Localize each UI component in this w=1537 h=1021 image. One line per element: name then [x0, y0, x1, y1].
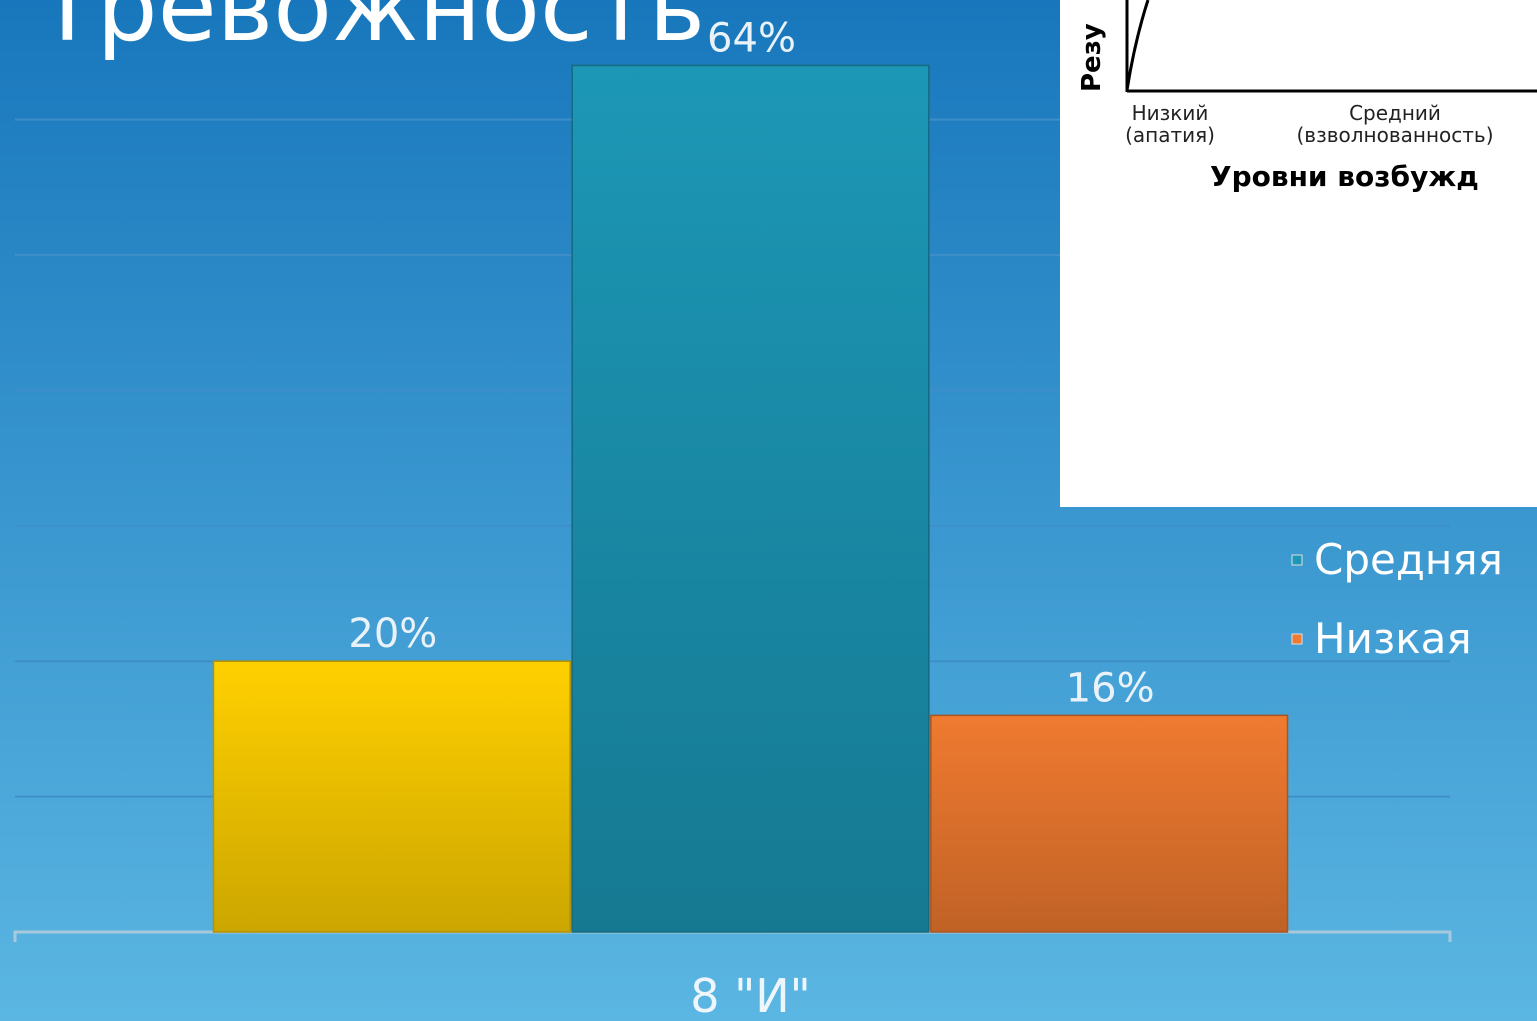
legend-label: Низкая — [1314, 614, 1472, 663]
bar — [930, 714, 1289, 933]
legend-swatch — [1291, 633, 1303, 645]
legend-swatch — [1291, 554, 1303, 566]
inset-curve — [1125, 0, 1150, 91]
inset-bg — [1060, 0, 1537, 507]
inset-tick: Низкий — [1132, 101, 1209, 125]
plot: 8 "И"20%64%16%ВысокаяСредняяНизкая — [13, 15, 1503, 1021]
chart: Тревожность 8 "И"20%64%16%ВысокаяСредняя… — [13, 0, 1503, 1021]
data-label: 20% — [348, 611, 437, 657]
legend-label: Средняя — [1314, 535, 1503, 584]
bar — [212, 660, 571, 933]
chart-title: Тревожность — [37, 0, 705, 63]
inset-tick: Средний — [1349, 101, 1441, 125]
inset-x-label: Уровни возбужд — [1210, 160, 1479, 193]
data-label: 64% — [707, 15, 796, 61]
x-tick-label: 8 "И" — [690, 969, 811, 1021]
inset-tick: (взволнованность) — [1296, 123, 1493, 147]
bar — [571, 64, 930, 933]
inset-image: Резу Низкий (апатия) Средний (взволнован… — [1060, 0, 1537, 507]
inset-tick: (апатия) — [1125, 123, 1215, 147]
inset-y-label: Резу — [1077, 23, 1107, 92]
data-label: 16% — [1066, 665, 1155, 711]
